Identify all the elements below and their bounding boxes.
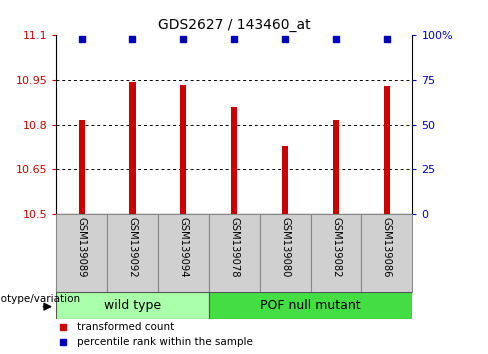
Text: wild type: wild type xyxy=(104,299,161,312)
Bar xyxy=(209,292,412,319)
Bar xyxy=(282,145,288,214)
Bar xyxy=(231,107,237,214)
Bar xyxy=(384,86,390,214)
Bar xyxy=(56,292,209,319)
Text: GSM139082: GSM139082 xyxy=(331,217,341,277)
Text: GSM139086: GSM139086 xyxy=(382,217,392,277)
Text: GSM139089: GSM139089 xyxy=(77,217,86,277)
Bar xyxy=(180,85,186,214)
Text: transformed count: transformed count xyxy=(78,321,175,332)
Bar xyxy=(56,214,107,292)
Bar xyxy=(158,214,209,292)
Text: GSM139094: GSM139094 xyxy=(178,217,188,277)
Bar xyxy=(333,120,339,214)
Bar xyxy=(260,214,310,292)
Text: GSM139092: GSM139092 xyxy=(127,217,138,277)
Bar xyxy=(209,214,260,292)
Text: POF null mutant: POF null mutant xyxy=(260,299,361,312)
Text: GSM139078: GSM139078 xyxy=(229,217,239,277)
Bar xyxy=(362,214,412,292)
Bar xyxy=(107,214,158,292)
Text: percentile rank within the sample: percentile rank within the sample xyxy=(78,337,253,348)
Bar xyxy=(310,214,362,292)
Text: GSM139080: GSM139080 xyxy=(280,217,290,277)
Bar xyxy=(79,120,84,214)
Text: genotype/variation: genotype/variation xyxy=(0,295,81,304)
Title: GDS2627 / 143460_at: GDS2627 / 143460_at xyxy=(158,18,310,32)
Bar xyxy=(129,81,136,214)
